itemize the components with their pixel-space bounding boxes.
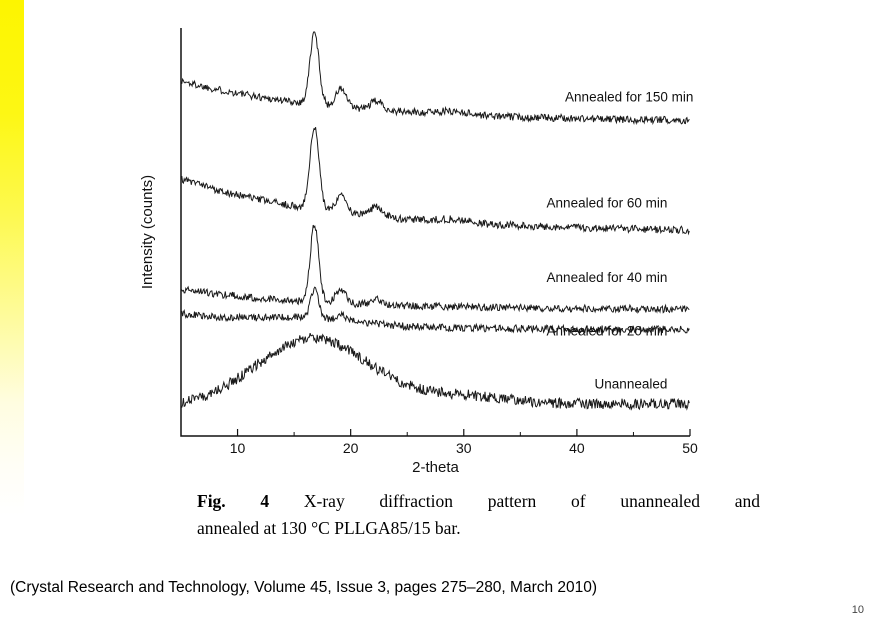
figure-caption-line1-wrap: Fig. 4 X-ray diffraction pattern of unan… <box>197 488 760 515</box>
xrd-series-2 <box>180 127 690 236</box>
series-label: Unannealed <box>595 377 668 392</box>
xrd-series-4 <box>180 286 690 335</box>
figure-caption-line1: X-ray diffraction pattern of unannealed … <box>303 491 760 511</box>
figure-caption: Fig. 4 X-ray diffraction pattern of unan… <box>197 488 760 542</box>
series-label: Annealed for 60 min <box>547 196 668 211</box>
series-label: Annealed for 40 min <box>547 270 668 285</box>
citation-line: (Crystal Research and Technology, Volume… <box>10 579 598 596</box>
xrd-chart: 10 20 30 40 50 2-theta Intensity (counts) Annea… <box>139 28 698 476</box>
x-tick-label: 10 <box>230 440 246 456</box>
xrd-series-3 <box>180 224 690 314</box>
series-label: Annealed for 150 min <box>565 89 693 104</box>
x-tick-label: 40 <box>569 440 585 456</box>
x-tick-label: 30 <box>456 440 472 456</box>
figure-caption-line2: annealed at 130 °C PLLGA85/15 bar. <box>197 518 461 539</box>
xrd-series-5 <box>181 332 690 411</box>
y-axis-title: Intensity (counts) <box>139 175 156 289</box>
figure-caption-label: Fig. 4 <box>197 491 270 511</box>
x-tick-label: 50 <box>682 440 698 456</box>
series-label: Annealed for 20 min <box>547 324 668 339</box>
xrd-series-1 <box>180 31 690 126</box>
page-number: 10 <box>851 604 864 616</box>
x-tick-label: 20 <box>343 440 359 456</box>
x-axis-title: 2-theta <box>412 459 459 476</box>
slide-accent-strip <box>0 0 24 629</box>
